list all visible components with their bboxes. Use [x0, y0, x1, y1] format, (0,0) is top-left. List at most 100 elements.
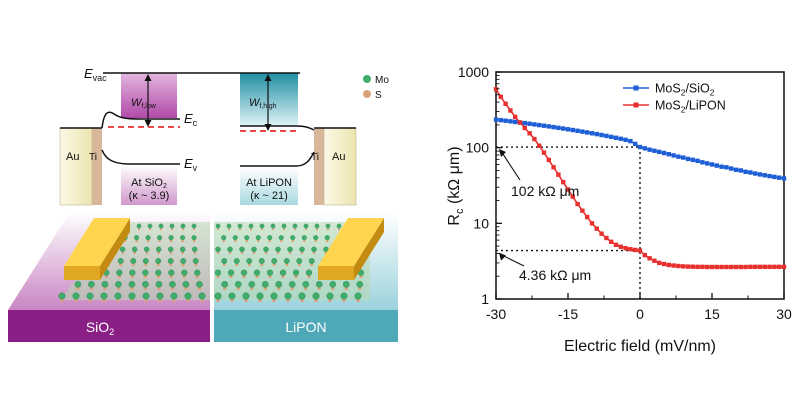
- mo-atom: [192, 258, 199, 264]
- series-point-1: [637, 248, 643, 253]
- mo-atom: [251, 246, 257, 253]
- s-atom: [169, 239, 173, 243]
- mo-atom: [142, 258, 149, 264]
- series-point-1: [570, 194, 575, 199]
- mo-atom: [228, 292, 236, 300]
- legend-marker-1: [633, 102, 639, 108]
- series-point-1: [513, 114, 518, 120]
- series-point-0: [647, 147, 652, 152]
- mo-atom: [167, 246, 174, 253]
- series-point-0: [556, 125, 561, 131]
- mo-atom: [180, 258, 187, 264]
- annotation-label: 102 kΩ μm: [511, 183, 579, 199]
- mo-atom: [267, 235, 273, 241]
- ec-curve-right: [240, 125, 315, 131]
- series-point-0: [503, 118, 508, 123]
- mo-atom: [128, 281, 136, 288]
- mo-atom: [248, 281, 256, 288]
- electrode-right: [318, 218, 384, 280]
- s-atom: [228, 251, 232, 255]
- s-atom: [181, 263, 185, 267]
- mo-atom: [155, 281, 163, 288]
- mo-atom: [170, 292, 178, 300]
- s-atom: [88, 298, 92, 303]
- gap-box-right: [240, 167, 298, 205]
- series-point-0: [628, 138, 633, 144]
- mo-atom: [246, 258, 253, 264]
- s-atom: [276, 251, 280, 255]
- series-point-1: [532, 136, 537, 142]
- series-group: [493, 87, 787, 270]
- s-atom: [288, 251, 292, 255]
- s-atom: [245, 239, 249, 243]
- y-tick-label: 100: [466, 140, 490, 156]
- series-point-1: [580, 208, 585, 213]
- s-atom: [277, 286, 281, 291]
- y-tick-label: 1000: [458, 64, 489, 80]
- series-point-1: [748, 264, 753, 270]
- mo-atom: [256, 292, 264, 300]
- s-atom: [197, 286, 202, 291]
- mo-atom: [275, 246, 281, 253]
- series-point-1: [733, 264, 739, 270]
- series-point-0: [671, 153, 676, 158]
- series-point-1: [537, 143, 542, 148]
- s-atom: [238, 227, 242, 231]
- s-atom: [74, 298, 78, 303]
- mo-atom: [142, 281, 149, 288]
- series-point-1: [743, 264, 748, 270]
- s-atom: [131, 263, 135, 267]
- mo-atom: [169, 223, 175, 229]
- wf-low-label: Wf,low: [131, 97, 157, 110]
- series-point-0: [705, 161, 710, 166]
- series-point-1: [565, 187, 571, 192]
- series-point-0: [767, 173, 772, 179]
- s-atom: [130, 274, 134, 279]
- mo-atom: [119, 246, 126, 253]
- mo-atom: [266, 269, 274, 276]
- s-atom: [193, 251, 197, 255]
- mo-atom: [242, 292, 250, 300]
- s-atom: [216, 274, 220, 279]
- mo-atom: [301, 235, 307, 241]
- wf-high-arrow-head-up: [264, 74, 272, 81]
- series-point-1: [729, 264, 734, 270]
- mo-atom: [128, 292, 136, 300]
- mo-atom: [191, 223, 197, 229]
- wf-high-arrow-head-down: [264, 124, 272, 131]
- mo-atom: [324, 235, 330, 241]
- s-atom: [195, 274, 199, 279]
- mo-atom: [234, 281, 242, 288]
- s-atom: [271, 227, 275, 231]
- series-point-0: [594, 131, 599, 137]
- mo-atom: [198, 292, 206, 300]
- series-point-1: [589, 221, 595, 226]
- au-block-right: [323, 127, 357, 206]
- s-atom: [356, 298, 360, 303]
- s-atom: [312, 251, 316, 255]
- s-atom: [263, 286, 267, 291]
- s-atom: [104, 274, 108, 279]
- series-point-0: [551, 124, 556, 130]
- series-point-1: [685, 264, 691, 269]
- mo-atom: [116, 269, 123, 276]
- s-atom: [260, 263, 264, 267]
- mo-atom: [296, 258, 303, 264]
- reference-lines: [496, 146, 641, 299]
- mo-atom: [215, 223, 221, 229]
- s-atom: [157, 251, 161, 255]
- series-point-1: [661, 261, 667, 267]
- s-atom: [223, 286, 227, 291]
- series-point-1: [705, 264, 710, 270]
- series-point-0: [757, 172, 763, 177]
- legend-label-1: MoS2/LiPON: [655, 99, 726, 115]
- series-point-0: [777, 175, 782, 180]
- x-tick-label: -15: [558, 306, 578, 322]
- mo-atom: [169, 281, 176, 288]
- series-point-0: [493, 117, 499, 122]
- s-atom: [325, 239, 329, 243]
- s-atom: [229, 274, 233, 279]
- series-point-0: [570, 127, 575, 133]
- legend-label-0: MoS2/SiO2: [655, 82, 715, 98]
- series-point-1: [493, 87, 499, 92]
